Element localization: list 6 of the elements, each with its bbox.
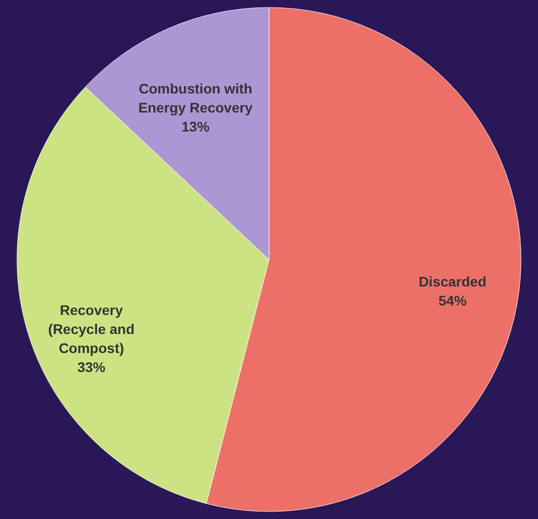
- slice-label: Combustion with Energy Recovery: [138, 80, 253, 116]
- slice-label: Recovery (Recycle and Compost): [48, 302, 135, 356]
- data-label: 54%: [438, 292, 468, 309]
- data-label: 33%: [77, 359, 106, 376]
- slice-label: Discarded: [418, 274, 486, 290]
- data-label: 13%: [182, 118, 210, 135]
